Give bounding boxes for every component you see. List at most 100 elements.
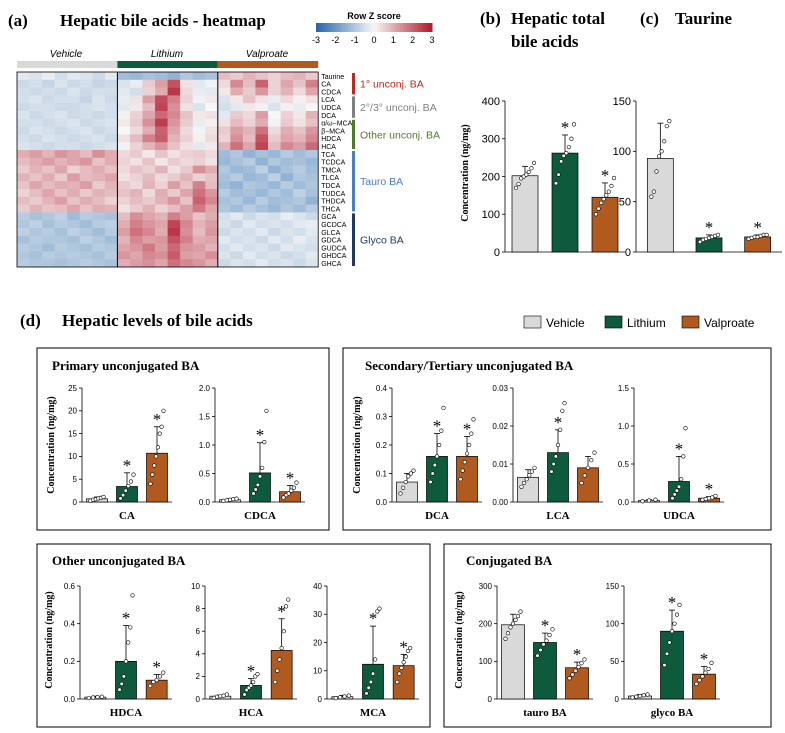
heatmap-cell xyxy=(104,212,118,221)
heatmap-title: Hepatic bile acids - heatmap xyxy=(60,11,266,30)
colorbar-segment xyxy=(382,23,387,32)
chart-data-point xyxy=(401,485,406,490)
heatmap-cell xyxy=(255,196,269,205)
legend: Vehicle Lithium Valproate xyxy=(523,315,755,330)
heatmap-cell xyxy=(29,204,43,213)
heatmap-cell xyxy=(268,189,281,198)
panel-label-c: (c) xyxy=(640,9,659,28)
heatmap-cell xyxy=(54,111,68,120)
chart-data-point xyxy=(576,664,581,670)
chart-significance-star: * xyxy=(122,609,131,628)
heatmap-cell xyxy=(230,228,244,237)
chart-significance-star: * xyxy=(286,468,295,487)
heatmap-cell xyxy=(67,111,81,120)
heatmap-cell xyxy=(217,220,231,229)
heatmap-cell xyxy=(67,134,81,143)
heatmap-cell xyxy=(205,126,219,135)
chart-bar-lithium xyxy=(115,660,137,700)
heatmap-cell xyxy=(230,196,244,205)
heatmap-cell xyxy=(67,259,81,268)
heatmap-cell xyxy=(280,165,294,174)
chart-data-point xyxy=(670,496,675,501)
heatmap-cell xyxy=(79,220,93,229)
heatmap-cell xyxy=(54,134,68,143)
heatmap-cell xyxy=(192,228,206,237)
chart-data-point xyxy=(579,661,584,666)
heatmap-cell xyxy=(129,212,143,221)
colorbar-segment xyxy=(318,23,323,32)
heatmap-row-label: LCA xyxy=(321,97,335,104)
chart-significance-star: * xyxy=(700,650,709,669)
heatmap-cell xyxy=(155,228,168,237)
heatmap-cell xyxy=(205,235,219,244)
heatmap-cell xyxy=(268,243,281,252)
heatmap-cell xyxy=(117,95,131,104)
heatmap-row-label: GUDCA xyxy=(321,245,347,252)
chart-data-point xyxy=(505,630,511,636)
chart-CA: 0 5 10 15 20 25 * * CA xyxy=(68,384,172,522)
chart-y-tick-label: 0.4 xyxy=(64,619,76,628)
heatmap-cell xyxy=(155,243,168,252)
colorbar-tick-label: 1 xyxy=(391,35,396,45)
colorbar-segment xyxy=(403,23,407,32)
heatmap-cell xyxy=(67,243,81,252)
heatmap-cell xyxy=(104,111,118,120)
heatmap-cell xyxy=(54,181,68,190)
heatmap-cell xyxy=(79,134,93,143)
heatmap-cell xyxy=(79,259,93,268)
chart-y-tick-label: 15 xyxy=(68,429,77,438)
chart-significance-star: * xyxy=(247,662,256,681)
heatmap-cell xyxy=(268,259,281,268)
chart-data-point xyxy=(148,683,153,688)
heatmap-cell xyxy=(142,212,156,221)
chart-data-point xyxy=(531,160,537,166)
heatmap-cell xyxy=(305,235,319,244)
chart-data-point xyxy=(703,670,708,675)
chart-bar-vehicle xyxy=(646,158,674,253)
heatmap-cell xyxy=(167,212,181,221)
heatmap-cell xyxy=(42,220,55,229)
heatmap-cell xyxy=(230,150,244,159)
chart-data-point xyxy=(571,122,577,127)
heatmap-cell xyxy=(42,157,55,166)
heatmap-cell xyxy=(54,126,68,135)
heatmap-cell xyxy=(268,196,281,205)
heatmap-cell xyxy=(54,212,68,221)
heatmap-class-label: Glyco BA xyxy=(360,235,404,247)
heatmap-cell xyxy=(92,118,106,127)
heatmap-cell xyxy=(29,243,43,252)
heatmap-cell xyxy=(217,235,231,244)
chart-x-label: HDCA xyxy=(110,707,142,719)
heatmap-cell xyxy=(129,181,143,190)
heatmap-cell xyxy=(17,95,30,104)
heatmap-cell xyxy=(29,126,43,135)
heatmap-cell xyxy=(192,103,206,112)
chart-data-point xyxy=(441,405,446,411)
heatmap-cell xyxy=(155,196,168,205)
heatmap-cell xyxy=(268,79,281,88)
colorbar-segment xyxy=(420,23,424,32)
heatmap-cell xyxy=(255,157,269,166)
chart-data-point xyxy=(364,691,369,696)
box-conjugated-ylabel: Concentration (ng/mg) xyxy=(454,591,465,689)
heatmap-cell xyxy=(67,72,81,81)
chart-data-point xyxy=(553,454,558,459)
heatmap-cell xyxy=(79,142,93,151)
heatmap-cell xyxy=(17,79,30,88)
heatmap-cell xyxy=(217,126,231,135)
heatmap-cell xyxy=(217,103,231,112)
heatmap-cell xyxy=(29,196,43,205)
heatmap-cell xyxy=(268,212,281,221)
heatmap-cell xyxy=(180,251,193,260)
box-primary-ylabel: Concentration (ng/mg) xyxy=(46,396,57,494)
chart-data-point xyxy=(601,197,606,202)
heatmap-cell xyxy=(180,118,193,127)
panel-b-title-line2: bile acids xyxy=(511,32,579,51)
chart-y-tick-label: 0.0 xyxy=(64,695,76,704)
chart-data-point xyxy=(338,695,343,700)
heatmap-cell xyxy=(54,196,68,205)
colorbar-segment xyxy=(426,23,430,32)
heatmap-cell xyxy=(217,157,231,166)
heatmap-cell xyxy=(192,212,206,221)
panel-label-a: (a) xyxy=(8,11,28,30)
